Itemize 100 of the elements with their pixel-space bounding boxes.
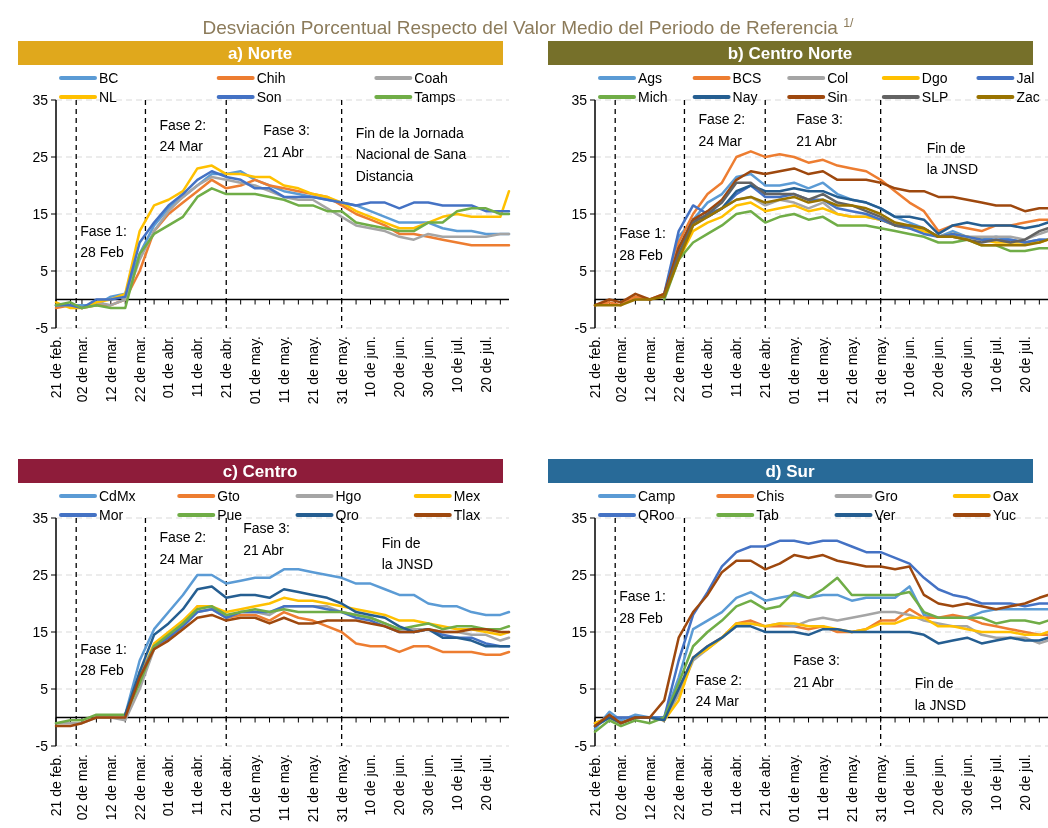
annotation: Fase 3: 21 Abr bbox=[793, 652, 840, 690]
legend-label: BC bbox=[99, 69, 119, 86]
x-tick-label: 12 de mar. bbox=[102, 336, 119, 403]
x-tick-label: 11 de abr. bbox=[728, 754, 745, 816]
legend-label: CdMx bbox=[99, 487, 136, 504]
x-tick-label: 22 de mar. bbox=[670, 754, 687, 821]
x-tick-label: 11 de abr. bbox=[189, 754, 206, 816]
y-tick-label: 25 bbox=[571, 566, 588, 583]
x-tick-label: 01 de may. bbox=[246, 754, 263, 823]
legend-label: Tab bbox=[756, 506, 780, 523]
x-tick-label: 02 de mar. bbox=[612, 336, 629, 403]
legend-label: Col bbox=[827, 69, 849, 86]
annotation: Fase 1: 28 Feb bbox=[80, 222, 127, 261]
x-tick-label: 21 de abr. bbox=[218, 754, 235, 817]
x-tick-label: 30 de jun. bbox=[959, 754, 976, 816]
legend-label: Camp bbox=[638, 487, 676, 504]
y-tick-label: 35 bbox=[571, 509, 588, 526]
x-tick-label: 10 de jul. bbox=[448, 754, 465, 811]
x-tick-label: 01 de may. bbox=[246, 336, 263, 405]
annotation: Fase 1: 28 Feb bbox=[619, 588, 666, 626]
x-tick-label: 10 de jun. bbox=[362, 336, 379, 398]
legend-label: QRoo bbox=[638, 506, 675, 523]
y-tick-label: 35 bbox=[571, 91, 588, 108]
x-tick-label: 20 de jul. bbox=[1016, 754, 1033, 811]
annotation: Fin de la JNSD bbox=[914, 674, 967, 713]
legend-label: Sin bbox=[827, 88, 848, 105]
legend-label: BCS bbox=[732, 69, 762, 86]
x-tick-label: 21 de may. bbox=[304, 336, 321, 405]
x-tick-label: 11 de may. bbox=[275, 336, 292, 404]
x-tick-label: 10 de jul. bbox=[987, 336, 1004, 393]
legend-label: Zac bbox=[1016, 88, 1040, 105]
y-tick-label: 25 bbox=[32, 148, 49, 165]
annotation: Fase 2: 24 Mar bbox=[159, 529, 207, 567]
legend-label: Ver bbox=[874, 506, 896, 523]
legend-label: Nay bbox=[732, 88, 758, 105]
legend-label: Tamps bbox=[414, 88, 456, 105]
legend-label: SLP bbox=[921, 88, 949, 105]
x-tick-label: 21 de abr. bbox=[218, 336, 235, 399]
y-tick-label: -5 bbox=[574, 737, 588, 754]
x-tick-label: 21 de may. bbox=[843, 336, 860, 405]
x-tick-label: 22 de mar. bbox=[131, 754, 148, 821]
x-tick-label: 11 de abr. bbox=[189, 336, 206, 398]
y-tick-label: 5 bbox=[579, 680, 588, 697]
annotation: Fin de la Jornada Nacional de Sana Distancia bbox=[355, 124, 467, 185]
x-tick-label: 22 de mar. bbox=[131, 336, 148, 403]
x-tick-label: 11 de may. bbox=[275, 754, 292, 822]
legend-label: Tlax bbox=[453, 506, 481, 523]
x-tick-label: 11 de abr. bbox=[728, 336, 745, 398]
legend-label: Jal bbox=[1016, 69, 1035, 86]
x-tick-label: 21 de feb. bbox=[47, 754, 64, 817]
annotation: Fase 2: 24 Mar bbox=[698, 111, 746, 149]
y-tick-label: 25 bbox=[571, 148, 588, 165]
x-tick-label: 11 de may. bbox=[814, 754, 831, 822]
legend-label: Yuc bbox=[992, 506, 1017, 523]
x-tick-label: 20 de jul. bbox=[477, 336, 494, 393]
x-tick-label: 22 de mar. bbox=[670, 336, 687, 403]
x-tick-label: 21 de feb. bbox=[586, 336, 603, 399]
y-tick-label: 15 bbox=[32, 205, 49, 222]
annotation: Fase 2: 24 Mar bbox=[159, 116, 207, 155]
annotation: Fase 1: 28 Feb bbox=[80, 640, 127, 679]
legend-label: Dgo bbox=[921, 69, 948, 86]
chart-title: a) Norte bbox=[227, 44, 293, 63]
annotation: Fase 3: 21 Abr bbox=[243, 520, 290, 559]
x-tick-label: 01 de abr. bbox=[160, 336, 177, 399]
legend-label: NL bbox=[99, 88, 118, 105]
legend-label: Chis bbox=[756, 487, 785, 504]
x-tick-label: 21 de may. bbox=[843, 754, 860, 823]
x-tick-label: 20 de jun. bbox=[391, 336, 408, 398]
x-tick-label: 10 de jun. bbox=[901, 754, 918, 816]
legend-label: Pue bbox=[217, 506, 243, 523]
y-tick-label: 35 bbox=[32, 91, 49, 108]
annotation: Fase 1: 28 Feb bbox=[619, 225, 666, 263]
legend-label: Gro bbox=[874, 487, 899, 504]
x-tick-label: 20 de jul. bbox=[477, 754, 494, 811]
x-tick-label: 30 de jun. bbox=[959, 336, 976, 398]
y-tick-label: 15 bbox=[571, 205, 588, 222]
y-tick-label: -5 bbox=[35, 737, 49, 754]
text: Desviación Porcentual Respecto del Valor Medio del Periodo de Referencia $^{1/}$ bbox=[202, 16, 855, 38]
x-tick-label: 31 de may. bbox=[872, 336, 889, 405]
x-tick-label: 30 de jun. bbox=[420, 754, 437, 816]
legend-label: Coah bbox=[414, 69, 448, 86]
x-tick-label: 10 de jun. bbox=[901, 336, 918, 398]
y-tick-label: 15 bbox=[571, 623, 588, 640]
annotation: Fase 3: 21 Abr bbox=[263, 122, 310, 161]
x-tick-label: 31 de may. bbox=[333, 336, 350, 405]
y-tick-label: 35 bbox=[32, 509, 49, 526]
x-tick-label: 02 de mar. bbox=[73, 754, 90, 821]
x-tick-label: 21 de may. bbox=[304, 754, 321, 823]
y-tick-label: 25 bbox=[32, 566, 49, 583]
x-tick-label: 11 de may. bbox=[814, 336, 831, 404]
y-tick-label: -5 bbox=[35, 319, 49, 336]
x-tick-label: 31 de may. bbox=[333, 754, 350, 823]
x-tick-label: 21 de feb. bbox=[47, 336, 64, 399]
legend-label: Chih bbox=[256, 69, 286, 86]
legend-label: Mich bbox=[638, 88, 668, 105]
x-tick-label: 21 de abr. bbox=[757, 336, 774, 399]
x-tick-label: 10 de jun. bbox=[362, 754, 379, 816]
x-tick-label: 20 de jun. bbox=[930, 336, 947, 398]
annotation: Fase 2: 24 Mar bbox=[695, 671, 743, 710]
x-tick-label: 02 de mar. bbox=[612, 754, 629, 821]
